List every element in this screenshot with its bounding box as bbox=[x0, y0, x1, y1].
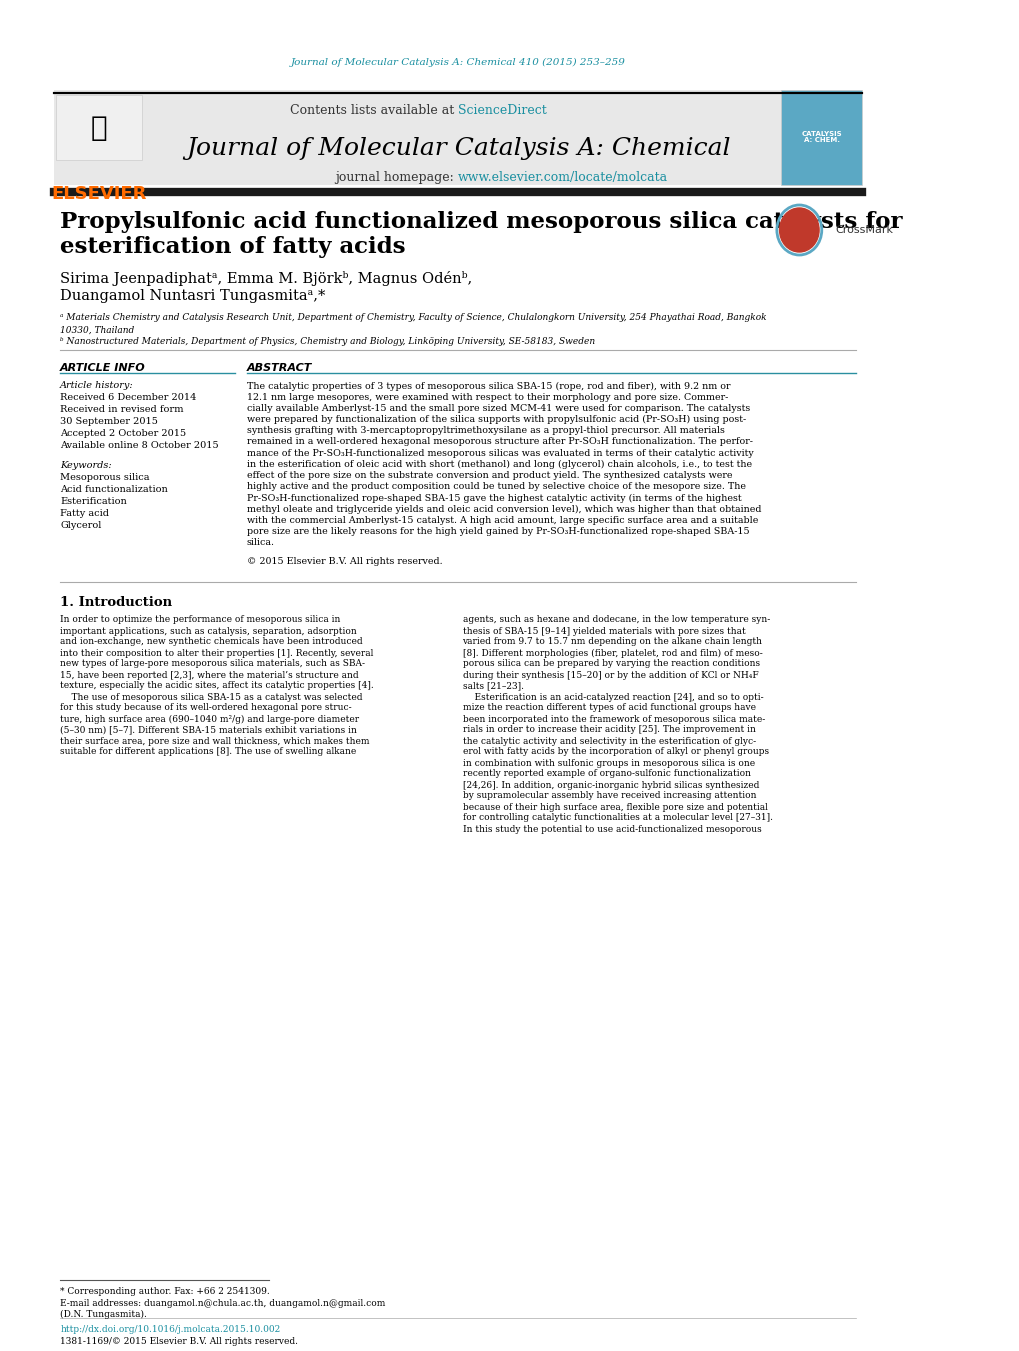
Text: erol with fatty acids by the incorporation of alkyl or phenyl groups: erol with fatty acids by the incorporati… bbox=[462, 747, 768, 757]
Text: salts [21–23].: salts [21–23]. bbox=[462, 681, 523, 690]
Text: journal homepage:: journal homepage: bbox=[335, 172, 458, 185]
Text: ABSTRACT: ABSTRACT bbox=[247, 363, 312, 373]
Text: in the esterification of oleic acid with short (methanol) and long (glycerol) ch: in the esterification of oleic acid with… bbox=[247, 459, 751, 469]
Text: for controlling catalytic functionalities at a molecular level [27–31].: for controlling catalytic functionalitie… bbox=[462, 813, 771, 823]
Text: Duangamol Nuntasri Tungasmitaᵃ,*: Duangamol Nuntasri Tungasmitaᵃ,* bbox=[60, 289, 325, 303]
Text: new types of large-pore mesoporous silica materials, such as SBA-: new types of large-pore mesoporous silic… bbox=[60, 659, 365, 669]
Text: ELSEVIER: ELSEVIER bbox=[51, 185, 147, 203]
Text: 1381-1169/© 2015 Elsevier B.V. All rights reserved.: 1381-1169/© 2015 Elsevier B.V. All right… bbox=[60, 1336, 298, 1346]
Text: Esterification: Esterification bbox=[60, 497, 126, 507]
Text: effect of the pore size on the substrate conversion and product yield. The synth: effect of the pore size on the substrate… bbox=[247, 471, 732, 480]
Text: and ion-exchange, new synthetic chemicals have been introduced: and ion-exchange, new synthetic chemical… bbox=[60, 638, 363, 647]
Text: CATALYSIS
A: CHEM.: CATALYSIS A: CHEM. bbox=[801, 131, 842, 143]
Text: been incorporated into the framework of mesoporous silica mate-: been incorporated into the framework of … bbox=[462, 715, 764, 724]
Text: 1. Introduction: 1. Introduction bbox=[60, 596, 172, 608]
Text: (5–30 nm) [5–7]. Different SBA-15 materials exhibit variations in: (5–30 nm) [5–7]. Different SBA-15 materi… bbox=[60, 725, 357, 735]
Text: ARTICLE INFO: ARTICLE INFO bbox=[60, 363, 146, 373]
Text: http://dx.doi.org/10.1016/j.molcata.2015.10.002: http://dx.doi.org/10.1016/j.molcata.2015… bbox=[60, 1324, 280, 1333]
Text: The catalytic properties of 3 types of mesoporous silica SBA-15 (rope, rod and f: The catalytic properties of 3 types of m… bbox=[247, 381, 730, 390]
Text: pore size are the likely reasons for the high yield gained by Pr-SO₃H-functional: pore size are the likely reasons for the… bbox=[247, 527, 749, 536]
Text: silica.: silica. bbox=[247, 538, 275, 547]
Text: ᵃ Materials Chemistry and Catalysis Research Unit, Department of Chemistry, Facu: ᵃ Materials Chemistry and Catalysis Rese… bbox=[60, 313, 766, 323]
Text: Esterification is an acid-catalyzed reaction [24], and so to opti-: Esterification is an acid-catalyzed reac… bbox=[462, 693, 762, 701]
FancyBboxPatch shape bbox=[54, 91, 861, 185]
Text: Fatty acid: Fatty acid bbox=[60, 509, 109, 519]
Text: Article history:: Article history: bbox=[60, 381, 133, 390]
Text: ture, high surface area (690–1040 m²/g) and large-pore diameter: ture, high surface area (690–1040 m²/g) … bbox=[60, 715, 359, 724]
Text: mize the reaction different types of acid functional groups have: mize the reaction different types of aci… bbox=[462, 704, 755, 712]
Text: Mesoporous silica: Mesoporous silica bbox=[60, 473, 150, 482]
Text: 30 September 2015: 30 September 2015 bbox=[60, 416, 158, 426]
Text: agents, such as hexane and dodecane, in the low temperature syn-: agents, such as hexane and dodecane, in … bbox=[462, 616, 769, 624]
Text: * Corresponding author. Fax: +66 2 2541309.: * Corresponding author. Fax: +66 2 25413… bbox=[60, 1288, 270, 1297]
Text: during their synthesis [15–20] or by the addition of KCl or NH₄F: during their synthesis [15–20] or by the… bbox=[462, 670, 757, 680]
Text: the catalytic activity and selectivity in the esterification of glyc-: the catalytic activity and selectivity i… bbox=[462, 736, 755, 746]
Text: mance of the Pr-SO₃H-functionalized mesoporous silicas was evaluated in terms of: mance of the Pr-SO₃H-functionalized meso… bbox=[247, 449, 753, 458]
Text: E-mail addresses: duangamol.n@chula.ac.th, duangamol.n@gmail.com: E-mail addresses: duangamol.n@chula.ac.t… bbox=[60, 1298, 385, 1308]
Text: ScienceDirect: ScienceDirect bbox=[458, 104, 546, 116]
Text: Journal of Molecular Catalysis A: Chemical: Journal of Molecular Catalysis A: Chemic… bbox=[185, 136, 730, 159]
Text: Available online 8 October 2015: Available online 8 October 2015 bbox=[60, 440, 219, 450]
Text: Acid functionalization: Acid functionalization bbox=[60, 485, 168, 494]
Text: important applications, such as catalysis, separation, adsorption: important applications, such as catalysi… bbox=[60, 627, 357, 635]
Text: suitable for different applications [8]. The use of swelling alkane: suitable for different applications [8].… bbox=[60, 747, 356, 757]
Text: CrossMark: CrossMark bbox=[835, 226, 893, 235]
Text: remained in a well-ordered hexagonal mesoporous structure after Pr-SO₃H function: remained in a well-ordered hexagonal mes… bbox=[247, 438, 752, 446]
Text: Propylsulfonic acid functionalized mesoporous silica catalysts for: Propylsulfonic acid functionalized mesop… bbox=[60, 211, 902, 232]
Text: In order to optimize the performance of mesoporous silica in: In order to optimize the performance of … bbox=[60, 616, 340, 624]
Text: 🌳: 🌳 bbox=[91, 113, 107, 142]
Text: Received 6 December 2014: Received 6 December 2014 bbox=[60, 393, 197, 403]
Text: with the commercial Amberlyst-15 catalyst. A high acid amount, large specific su: with the commercial Amberlyst-15 catalys… bbox=[247, 516, 757, 526]
Text: methyl oleate and triglyceride yields and oleic acid conversion level), which wa: methyl oleate and triglyceride yields an… bbox=[247, 505, 761, 513]
Text: [24,26]. In addition, organic-inorganic hybrid silicas synthesized: [24,26]. In addition, organic-inorganic … bbox=[462, 781, 758, 789]
Text: rials in order to increase their acidity [25]. The improvement in: rials in order to increase their acidity… bbox=[462, 725, 755, 735]
Bar bbox=[56, 95, 142, 159]
Text: their surface area, pore size and wall thickness, which makes them: their surface area, pore size and wall t… bbox=[60, 736, 369, 746]
Text: 12.1 nm large mesopores, were examined with respect to their morphology and pore: 12.1 nm large mesopores, were examined w… bbox=[247, 393, 728, 401]
Text: into their composition to alter their properties [1]. Recently, several: into their composition to alter their pr… bbox=[60, 648, 373, 658]
Text: synthesis grafting with 3-mercaptopropyltrimethoxysilane as a propyl-thiol precu: synthesis grafting with 3-mercaptopropyl… bbox=[247, 427, 725, 435]
Text: were prepared by functionalization of the silica supports with propylsulfonic ac: were prepared by functionalization of th… bbox=[247, 415, 746, 424]
Text: Pr-SO₃H-functionalized rope-shaped SBA-15 gave the highest catalytic activity (i: Pr-SO₃H-functionalized rope-shaped SBA-1… bbox=[247, 493, 741, 503]
Text: in combination with sulfonic groups in mesoporous silica is one: in combination with sulfonic groups in m… bbox=[462, 758, 754, 767]
Text: recently reported example of organo-sulfonic functionalization: recently reported example of organo-sulf… bbox=[462, 770, 750, 778]
Text: varied from 9.7 to 15.7 nm depending on the alkane chain length: varied from 9.7 to 15.7 nm depending on … bbox=[462, 638, 762, 647]
Text: Received in revised form: Received in revised form bbox=[60, 405, 183, 415]
Text: www.elsevier.com/locate/molcata: www.elsevier.com/locate/molcata bbox=[458, 172, 667, 185]
Text: thesis of SBA-15 [9–14] yielded materials with pore sizes that: thesis of SBA-15 [9–14] yielded material… bbox=[462, 627, 745, 635]
Text: (D.N. Tungasmita).: (D.N. Tungasmita). bbox=[60, 1309, 147, 1319]
Text: Sirima Jeenpadiphatᵃ, Emma M. Björkᵇ, Magnus Odénᵇ,: Sirima Jeenpadiphatᵃ, Emma M. Björkᵇ, Ma… bbox=[60, 270, 472, 285]
Text: for this study because of its well-ordered hexagonal pore struc-: for this study because of its well-order… bbox=[60, 704, 352, 712]
Text: Journal of Molecular Catalysis A: Chemical 410 (2015) 253–259: Journal of Molecular Catalysis A: Chemic… bbox=[290, 58, 625, 66]
Text: esterification of fatty acids: esterification of fatty acids bbox=[60, 236, 406, 258]
Text: because of their high surface area, flexible pore size and potential: because of their high surface area, flex… bbox=[462, 802, 766, 812]
Text: Keywords:: Keywords: bbox=[60, 461, 112, 470]
Text: porous silica can be prepared by varying the reaction conditions: porous silica can be prepared by varying… bbox=[462, 659, 759, 669]
Text: Accepted 2 October 2015: Accepted 2 October 2015 bbox=[60, 428, 186, 438]
Text: Glycerol: Glycerol bbox=[60, 521, 102, 531]
Text: The use of mesoporous silica SBA-15 as a catalyst was selected: The use of mesoporous silica SBA-15 as a… bbox=[60, 693, 363, 701]
Text: by supramolecular assembly have received increasing attention: by supramolecular assembly have received… bbox=[462, 792, 755, 801]
Text: texture, especially the acidic sites, affect its catalytic properties [4].: texture, especially the acidic sites, af… bbox=[60, 681, 374, 690]
Text: 15, have been reported [2,3], where the material’s structure and: 15, have been reported [2,3], where the … bbox=[60, 670, 359, 680]
Text: cially available Amberlyst-15 and the small pore sized MCM-41 were used for comp: cially available Amberlyst-15 and the sm… bbox=[247, 404, 750, 413]
Text: In this study the potential to use acid-functionalized mesoporous: In this study the potential to use acid-… bbox=[462, 824, 760, 834]
Bar bbox=[781, 91, 861, 185]
Text: © 2015 Elsevier B.V. All rights reserved.: © 2015 Elsevier B.V. All rights reserved… bbox=[247, 558, 442, 566]
Text: ᵇ Nanostructured Materials, Department of Physics, Chemistry and Biology, Linköp: ᵇ Nanostructured Materials, Department o… bbox=[60, 336, 595, 346]
Text: [8]. Different morphologies (fiber, platelet, rod and film) of meso-: [8]. Different morphologies (fiber, plat… bbox=[462, 648, 761, 658]
Circle shape bbox=[779, 208, 818, 253]
Text: Contents lists available at: Contents lists available at bbox=[289, 104, 458, 116]
Text: 10330, Thailand: 10330, Thailand bbox=[60, 326, 135, 335]
Text: highly active and the product composition could be tuned by selective choice of : highly active and the product compositio… bbox=[247, 482, 745, 492]
